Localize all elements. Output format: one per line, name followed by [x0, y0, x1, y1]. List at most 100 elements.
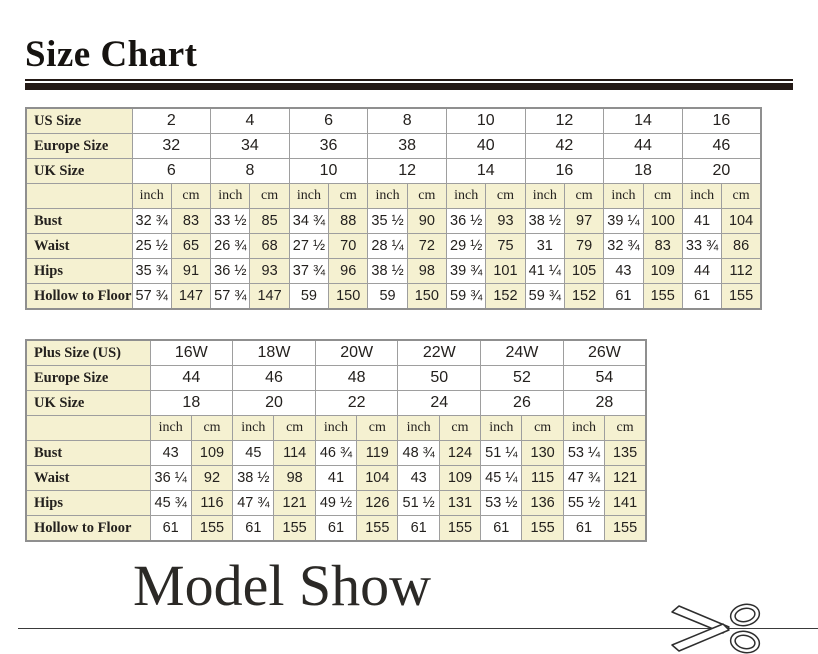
row-label: Europe Size: [25, 365, 151, 391]
cut-line: [18, 628, 818, 629]
cm-value: 136: [521, 490, 564, 516]
size-value: 10: [288, 158, 369, 184]
cm-value: 68: [249, 233, 290, 259]
inch-value: 41 ¼: [524, 258, 565, 284]
cm-value: 65: [170, 233, 212, 259]
inch-value: 57 ¾: [131, 283, 172, 310]
unit-label: cm: [406, 183, 448, 209]
measure-row: Hollow to Floor 57 ¾ 147 57 ¾ 147 59 150 59 150 5…: [25, 283, 762, 310]
size-value: 22: [314, 390, 399, 416]
unit-label: cm: [521, 415, 564, 441]
size-value: 6: [288, 107, 369, 134]
size-value: 6: [131, 158, 212, 184]
row-label: Waist: [25, 233, 133, 259]
inch-value: 45: [232, 440, 275, 466]
row-label: US Size: [25, 107, 133, 134]
title-underline-thin-line: [25, 79, 793, 81]
cm-value: 141: [604, 490, 647, 516]
size-value: 38: [367, 133, 447, 159]
unit-label: cm: [249, 183, 290, 209]
cm-value: 100: [642, 208, 683, 234]
size-value: 14: [446, 158, 526, 184]
unit-label: inch: [524, 183, 565, 209]
unit-label: inch: [314, 415, 358, 441]
inch-value: 47 ¾: [232, 490, 275, 516]
cm-value: 115: [521, 465, 564, 491]
cm-value: 126: [356, 490, 399, 516]
cm-value: 98: [273, 465, 316, 491]
cm-value: 98: [406, 258, 448, 284]
size-value: 24: [397, 390, 482, 416]
inch-value: 29 ½: [445, 233, 487, 259]
cm-value: 83: [642, 233, 683, 259]
unit-label: cm: [170, 183, 212, 209]
unit-label: cm: [642, 183, 683, 209]
title-underline: [25, 79, 793, 90]
size-value: 8: [367, 107, 447, 134]
size-value: 16W: [149, 339, 234, 366]
row-label: Europe Size: [25, 133, 133, 159]
plus-size-table: Plus Size (US) 16W 18W 20W 22W 24W 26W Europe S…: [25, 339, 647, 542]
unit-label: inch: [131, 183, 172, 209]
inch-value: 41: [681, 208, 723, 234]
size-value: 28: [562, 390, 647, 416]
measure-row: Waist 25 ½ 65 26 ¾ 68 27 ½ 70 28 ¼ 72 29 ½ 75 31 79 3…: [25, 233, 762, 259]
inch-value: 59 ¾: [524, 283, 565, 310]
inch-value: 41: [314, 465, 358, 491]
inch-value: 26 ¾: [210, 233, 251, 259]
row-label: Hips: [25, 490, 151, 516]
inch-value: 59 ¾: [445, 283, 487, 310]
cm-value: 150: [406, 283, 448, 310]
unit-label: cm: [563, 183, 605, 209]
cm-value: 114: [273, 440, 316, 466]
row-label: Hollow to Floor: [25, 515, 151, 542]
size-value: 16: [681, 107, 762, 134]
cm-value: 83: [170, 208, 212, 234]
cm-value: 79: [563, 233, 605, 259]
inch-value: 45 ¾: [149, 490, 192, 516]
scissors-icon: [671, 603, 761, 654]
inch-value: 33 ½: [210, 208, 251, 234]
inch-value: 55 ½: [562, 490, 606, 516]
inch-value: 61: [603, 283, 644, 310]
cm-value: 155: [190, 515, 234, 542]
row-label: Hips: [25, 258, 133, 284]
size-value: 54: [562, 365, 647, 391]
unit-label: inch: [232, 415, 275, 441]
cm-value: 101: [485, 258, 526, 284]
size-value: 4: [210, 107, 290, 134]
size-value: 42: [524, 133, 605, 159]
size-value: 18: [603, 158, 683, 184]
unit-label: cm: [485, 183, 526, 209]
row-label: Waist: [25, 465, 151, 491]
unit-label: inch: [210, 183, 251, 209]
size-value: 20: [681, 158, 762, 184]
unit-label: cm: [356, 415, 399, 441]
inch-value: 43: [397, 465, 440, 491]
cm-value: 104: [721, 208, 762, 234]
row-label: UK Size: [25, 390, 151, 416]
unit-label: inch: [562, 415, 606, 441]
cm-value: 85: [249, 208, 290, 234]
inch-value: 45 ¼: [480, 465, 523, 491]
row-label-empty: [25, 183, 133, 209]
inch-value: 36 ¼: [149, 465, 192, 491]
inch-value: 61: [480, 515, 523, 542]
size-value: 22W: [397, 339, 482, 366]
size-row: UK Size 18 20 22 24 26 28: [25, 390, 647, 416]
inch-value: 47 ¾: [562, 465, 606, 491]
inch-value: 43: [149, 440, 192, 466]
row-label: Bust: [25, 440, 151, 466]
cm-value: 155: [273, 515, 316, 542]
unit-label: cm: [604, 415, 647, 441]
cm-value: 72: [406, 233, 448, 259]
inch-value: 32 ¾: [131, 208, 172, 234]
cm-value: 93: [485, 208, 526, 234]
size-value: 12: [524, 107, 605, 134]
inch-value: 61: [397, 515, 440, 542]
measure-row: Bust 32 ¾ 83 33 ½ 85 34 ¾ 88 35 ½ 90 36 ½ 93 38 ½ 97…: [25, 208, 762, 234]
unit-label: inch: [367, 183, 408, 209]
size-value: 16: [524, 158, 605, 184]
